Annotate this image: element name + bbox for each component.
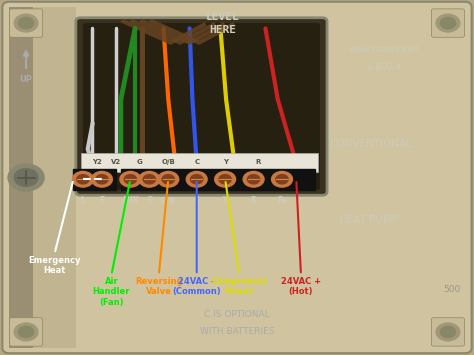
Circle shape [272, 171, 292, 187]
Circle shape [215, 171, 236, 187]
Text: C: C [194, 159, 199, 165]
Circle shape [124, 175, 137, 184]
Circle shape [440, 326, 456, 338]
Text: UP: UP [19, 75, 33, 83]
FancyBboxPatch shape [9, 318, 43, 346]
Text: E: E [99, 196, 105, 205]
Circle shape [91, 171, 112, 187]
Bar [9, 7, 71, 348]
Text: 1-800-4: 1-800-4 [367, 63, 402, 72]
Text: Y: Y [222, 196, 228, 205]
Text: O/B: O/B [161, 159, 175, 165]
Text: Compressor
Power: Compressor Power [211, 277, 267, 296]
FancyBboxPatch shape [76, 18, 327, 195]
Text: WITH BATTERIES: WITH BATTERIES [200, 327, 274, 337]
Circle shape [436, 323, 460, 341]
Circle shape [191, 175, 203, 184]
Text: C IS OPTIONAL: C IS OPTIONAL [204, 310, 270, 319]
Bar [73, 169, 116, 190]
FancyBboxPatch shape [9, 9, 43, 37]
Circle shape [139, 171, 160, 187]
Text: Rc: Rc [277, 196, 287, 205]
Circle shape [186, 171, 207, 187]
Text: Y: Y [223, 159, 228, 165]
Text: V2: V2 [111, 159, 121, 165]
Text: HERE: HERE [210, 25, 236, 35]
Text: Emergency
Heat: Emergency Heat [28, 256, 81, 275]
Text: C: C [194, 196, 200, 205]
Circle shape [8, 164, 44, 191]
Text: www.honeywell.: www.honeywell. [348, 45, 422, 54]
Circle shape [14, 14, 38, 32]
Circle shape [73, 171, 93, 187]
Bar [81, 153, 318, 172]
Circle shape [440, 17, 456, 29]
Circle shape [120, 171, 141, 187]
Bar [121, 169, 315, 190]
Circle shape [143, 175, 155, 184]
FancyBboxPatch shape [431, 318, 465, 346]
Circle shape [14, 323, 38, 341]
Text: LEVEL: LEVEL [206, 12, 240, 22]
Circle shape [96, 175, 108, 184]
Text: 24VAC +
(Hot): 24VAC + (Hot) [281, 277, 321, 296]
Circle shape [243, 171, 264, 187]
Text: AUX: AUX [121, 196, 139, 205]
Circle shape [219, 175, 231, 184]
Circle shape [436, 14, 460, 32]
Text: L: L [81, 196, 85, 205]
FancyBboxPatch shape [83, 23, 320, 190]
Circle shape [276, 175, 288, 184]
Circle shape [18, 326, 34, 338]
Text: CONVENTIONAL: CONVENTIONAL [329, 139, 412, 149]
Circle shape [18, 17, 34, 29]
Text: 24VAC -
(Common): 24VAC - (Common) [173, 277, 221, 296]
Text: R: R [255, 159, 261, 165]
Circle shape [158, 171, 179, 187]
Text: O/B: O/B [161, 196, 176, 205]
Text: Air
Handler
(Fan): Air Handler (Fan) [92, 277, 130, 307]
Text: R: R [251, 196, 256, 205]
Text: G: G [146, 196, 153, 205]
Circle shape [77, 175, 89, 184]
Text: Y2: Y2 [92, 159, 102, 165]
Circle shape [14, 169, 38, 186]
Bar [33, 7, 76, 348]
Text: 500: 500 [443, 285, 460, 294]
FancyBboxPatch shape [431, 9, 465, 37]
Text: HEAT PUMP: HEAT PUMP [339, 215, 398, 225]
Circle shape [162, 175, 174, 184]
Text: Reversing
Valve: Reversing Valve [135, 277, 182, 296]
Circle shape [247, 175, 260, 184]
Text: G: G [137, 159, 143, 165]
